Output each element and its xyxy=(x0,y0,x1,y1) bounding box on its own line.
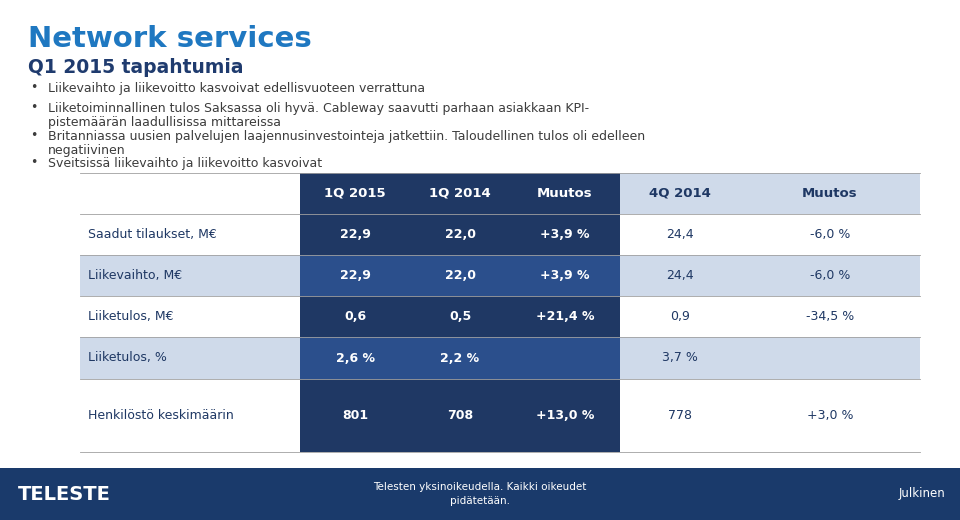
Text: 2,6 %: 2,6 % xyxy=(335,352,374,365)
Text: Britanniassa uusien palvelujen laajennusinvestointeja jatkettiin. Taloudellinen : Britanniassa uusien palvelujen laajennus… xyxy=(48,130,645,143)
Text: pistemäärän laadullisissa mittareissa: pistemäärän laadullisissa mittareissa xyxy=(48,116,281,129)
Bar xyxy=(300,214,620,255)
Text: 778: 778 xyxy=(668,409,692,422)
Text: 1Q 2015: 1Q 2015 xyxy=(324,187,386,200)
Text: 0,5: 0,5 xyxy=(449,310,471,323)
Bar xyxy=(300,379,620,452)
Bar xyxy=(300,337,620,379)
Text: 24,4: 24,4 xyxy=(666,269,694,282)
Bar xyxy=(80,214,300,255)
Text: Liikevaihto, M€: Liikevaihto, M€ xyxy=(88,269,182,282)
Text: Q1 2015 tapahtumia: Q1 2015 tapahtumia xyxy=(28,58,244,77)
Text: 708: 708 xyxy=(447,409,473,422)
Text: Sveitsissä liikevaihto ja liikevoitto kasvoivat: Sveitsissä liikevaihto ja liikevoitto ka… xyxy=(48,157,323,170)
Text: Saadut tilaukset, M€: Saadut tilaukset, M€ xyxy=(88,228,217,241)
Text: 0,9: 0,9 xyxy=(670,310,690,323)
Text: 22,0: 22,0 xyxy=(444,228,475,241)
Bar xyxy=(620,296,920,337)
Bar xyxy=(620,173,920,214)
Bar xyxy=(620,214,920,255)
Bar xyxy=(300,255,620,296)
Text: 22,9: 22,9 xyxy=(340,228,371,241)
Bar xyxy=(620,337,920,379)
Bar xyxy=(0,468,960,520)
Bar xyxy=(300,296,620,337)
Bar xyxy=(80,296,300,337)
Text: -34,5 %: -34,5 % xyxy=(805,310,854,323)
Text: Muutos: Muutos xyxy=(803,187,858,200)
Bar xyxy=(80,337,300,379)
Text: +13,0 %: +13,0 % xyxy=(536,409,594,422)
Text: 1Q 2014: 1Q 2014 xyxy=(429,187,491,200)
Text: Liiketoiminnallinen tulos Saksassa oli hyvä. Cableway saavutti parhaan asiakkaan: Liiketoiminnallinen tulos Saksassa oli h… xyxy=(48,102,589,115)
Text: Liiketulos, M€: Liiketulos, M€ xyxy=(88,310,174,323)
Text: Muutos: Muutos xyxy=(538,187,593,200)
Text: +3,9 %: +3,9 % xyxy=(540,228,589,241)
Text: -6,0 %: -6,0 % xyxy=(810,228,851,241)
Text: Telesten yksinoikeudella. Kaikki oikeudet
pidätetään.: Telesten yksinoikeudella. Kaikki oikeude… xyxy=(373,482,587,506)
Text: Liikevaihto ja liikevoitto kasvoivat edellisvuoteen verrattuna: Liikevaihto ja liikevoitto kasvoivat ede… xyxy=(48,82,425,95)
Text: Henkilöstö keskimäärin: Henkilöstö keskimäärin xyxy=(88,409,233,422)
Bar xyxy=(620,379,920,452)
Bar xyxy=(300,173,620,214)
Text: negatiivinen: negatiivinen xyxy=(48,144,126,157)
Text: •: • xyxy=(30,81,37,94)
Text: +21,4 %: +21,4 % xyxy=(536,310,594,323)
Text: 0,6: 0,6 xyxy=(344,310,366,323)
Text: Network services: Network services xyxy=(28,25,312,53)
Text: Julkinen: Julkinen xyxy=(899,488,945,500)
Text: +3,9 %: +3,9 % xyxy=(540,269,589,282)
Text: 22,0: 22,0 xyxy=(444,269,475,282)
Text: 3,7 %: 3,7 % xyxy=(662,352,698,365)
Text: TELESTE: TELESTE xyxy=(18,485,110,503)
Text: 801: 801 xyxy=(342,409,368,422)
Text: 24,4: 24,4 xyxy=(666,228,694,241)
Text: 2,2 %: 2,2 % xyxy=(441,352,480,365)
Bar xyxy=(620,255,920,296)
Bar xyxy=(80,255,300,296)
Text: Liiketulos, %: Liiketulos, % xyxy=(88,352,167,365)
Bar xyxy=(80,173,300,214)
Text: •: • xyxy=(30,101,37,114)
Text: 4Q 2014: 4Q 2014 xyxy=(649,187,711,200)
Text: +3,0 %: +3,0 % xyxy=(806,409,853,422)
Text: •: • xyxy=(30,129,37,142)
Text: •: • xyxy=(30,156,37,169)
Text: 22,9: 22,9 xyxy=(340,269,371,282)
Text: -6,0 %: -6,0 % xyxy=(810,269,851,282)
Bar xyxy=(80,379,300,452)
